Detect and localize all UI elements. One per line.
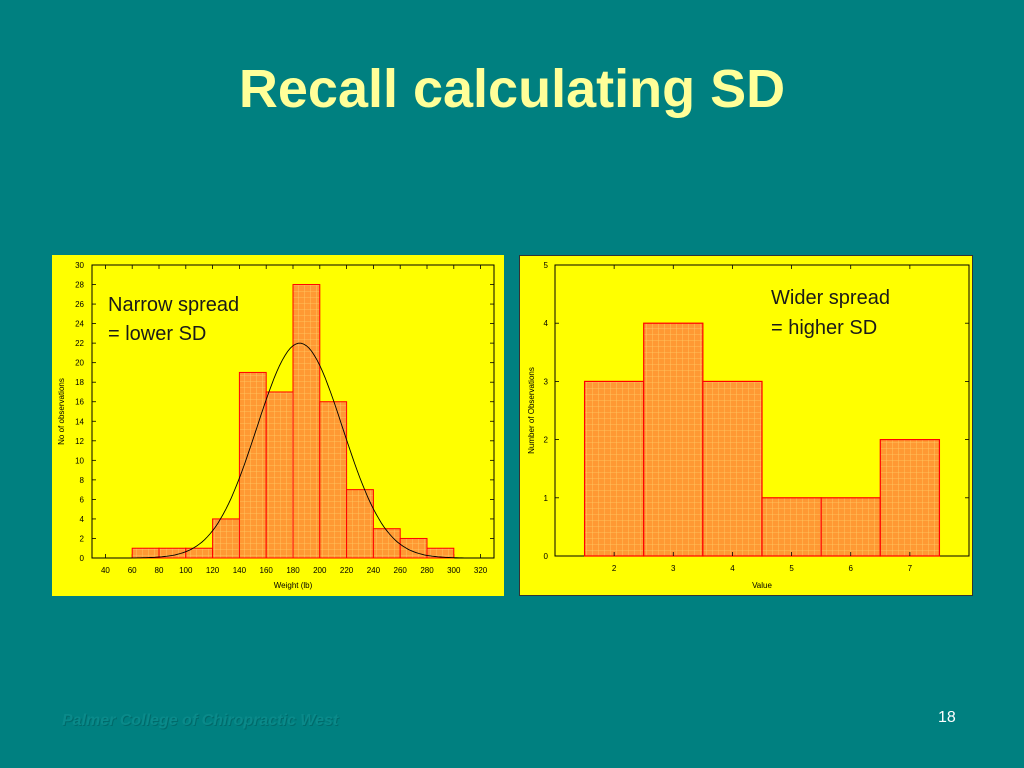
- histogram-bar: [372, 528, 401, 559]
- slide-number: 18: [938, 709, 956, 726]
- x-tick-label: 200: [313, 566, 327, 575]
- x-tick-label: 5: [789, 564, 794, 573]
- annotation-line-1: Narrow spread: [108, 294, 239, 316]
- x-tick-label: 300: [447, 566, 461, 575]
- y-tick-label: 4: [80, 515, 85, 524]
- y-tick-label: 2: [80, 534, 85, 543]
- histogram-bar: [879, 439, 941, 557]
- footer-institution: Palmer College of Chiropractic West: [62, 712, 339, 729]
- x-tick-label: 280: [420, 566, 434, 575]
- histogram-bar: [583, 380, 645, 557]
- x-tick-label: 40: [101, 566, 110, 575]
- y-tick-label: 20: [75, 359, 84, 368]
- x-tick-label: 120: [206, 566, 220, 575]
- y-axis-label: No of observations: [57, 378, 66, 445]
- y-tick-label: 16: [75, 398, 84, 407]
- y-tick-label: 0: [544, 552, 549, 561]
- y-tick-label: 5: [544, 261, 549, 270]
- histogram-bar: [238, 371, 267, 559]
- x-tick-label: 260: [394, 566, 408, 575]
- y-tick-label: 18: [75, 378, 84, 387]
- histogram-bar: [761, 497, 822, 557]
- histogram-bar: [265, 391, 294, 559]
- y-tick-label: 28: [75, 281, 84, 290]
- histogram-bar: [820, 497, 881, 557]
- y-tick-label: 30: [75, 261, 84, 270]
- x-tick-label: 160: [260, 566, 274, 575]
- x-tick-label: 3: [671, 564, 676, 573]
- x-tick-label: 2: [612, 564, 617, 573]
- y-tick-label: 14: [75, 417, 84, 426]
- y-tick-label: 22: [75, 339, 84, 348]
- y-axis-label: Number of Observations: [527, 367, 536, 454]
- histogram-wider-svg: 0 1 2 3 4 5 2 3 4 5 6 7 Value Number of Observations W…: [527, 261, 970, 590]
- y-tick-label: 0: [80, 554, 85, 563]
- normal-fit-curve: [118, 342, 481, 559]
- x-tick-label: 240: [367, 566, 381, 575]
- y-tick-label: 12: [75, 437, 84, 446]
- y-tick-label: 3: [544, 377, 549, 386]
- y-tick-label: 8: [80, 476, 85, 485]
- histogram-bar: [346, 489, 374, 559]
- histogram-wider-spread: 0 1 2 3 4 5 2 3 4 5 6 7 Value Number of Observations W…: [519, 255, 973, 596]
- histogram-bar: [643, 322, 704, 557]
- x-tick-label: 7: [908, 564, 913, 573]
- y-tick-label: 26: [75, 300, 84, 309]
- y-tick-label: 24: [75, 320, 84, 329]
- x-tick-label: 220: [340, 566, 354, 575]
- histogram-bar: [292, 284, 321, 559]
- x-axis-label: Weight (lb): [274, 581, 313, 590]
- x-tick-label: 140: [233, 566, 247, 575]
- x-tick-label: 320: [474, 566, 488, 575]
- histogram-narrow-spread: 0 2 4 6 8 10 12 14 16 18 20 22 24 26 28 30 40 60 80 100 120 1…: [52, 255, 504, 596]
- histogram-bar: [399, 537, 428, 559]
- y-tick-label: 2: [544, 436, 549, 445]
- y-tick-label: 4: [544, 319, 549, 328]
- annotation-line-2: = lower SD: [108, 323, 206, 345]
- histogram-bar: [426, 547, 455, 559]
- y-tick-label: 6: [80, 495, 85, 504]
- x-tick-label: 60: [128, 566, 137, 575]
- histogram-bar: [702, 380, 763, 557]
- x-axis-label: Value: [752, 581, 772, 590]
- annotation-line-1: Wider spread: [771, 287, 890, 309]
- x-tick-label: 80: [155, 566, 164, 575]
- y-tick-label: 1: [544, 494, 549, 503]
- x-tick-label: 6: [848, 564, 853, 573]
- x-tick-label: 100: [179, 566, 193, 575]
- x-tick-label: 4: [730, 564, 735, 573]
- histogram-bar: [131, 547, 160, 559]
- annotation-line-2: = higher SD: [771, 317, 877, 339]
- x-tick-label: 180: [286, 566, 300, 575]
- histogram-bar: [319, 401, 348, 559]
- y-tick-label: 10: [75, 456, 84, 465]
- slide-title: Recall calculating SD: [238, 59, 786, 119]
